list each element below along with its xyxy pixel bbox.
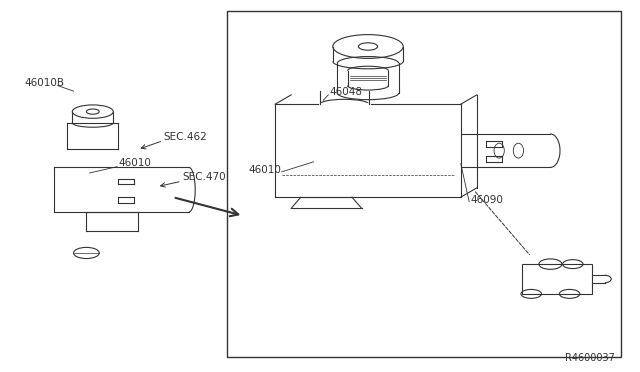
- Text: 46090: 46090: [470, 195, 503, 205]
- Text: SEC.470: SEC.470: [182, 172, 226, 182]
- Text: 46010: 46010: [249, 165, 282, 175]
- Bar: [522, 264, 592, 294]
- Text: 46010B: 46010B: [25, 77, 65, 87]
- Text: 46010: 46010: [118, 157, 151, 167]
- Text: SEC.462: SEC.462: [164, 131, 207, 141]
- Text: R4600037: R4600037: [564, 353, 614, 363]
- Text: 46048: 46048: [330, 87, 363, 97]
- Bar: [227, 11, 621, 357]
